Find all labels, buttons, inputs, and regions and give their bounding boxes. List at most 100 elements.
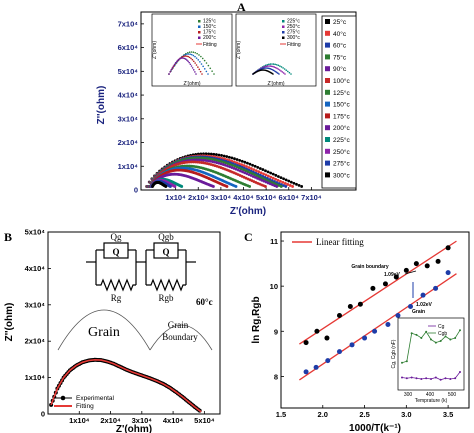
a-inset-point — [194, 62, 196, 64]
a-ytick-label: 1x10⁴ — [118, 162, 139, 171]
panel-a-x-ticks: 1x10⁴ 2x10⁴ 3x10⁴ 4x10⁴ 5x10⁴ 6x10⁴ 7x10⁴ — [165, 187, 322, 202]
b-xtick-label: 1x10⁴ — [69, 416, 90, 425]
grain-region-label: Grain — [88, 325, 120, 340]
a-legend-marker — [325, 66, 330, 72]
a-xtick-label: 2x10⁴ — [188, 193, 209, 202]
a-point — [261, 168, 265, 171]
c-point — [324, 335, 330, 341]
panel-a: A Z'(ohm) Z''(ohm) 01x10⁴2x10⁴3x10⁴4x10⁴… — [96, 0, 357, 217]
a-point — [235, 165, 239, 169]
c-point — [303, 340, 309, 346]
a-inset-point — [199, 70, 202, 73]
a-inset-legend-label: 225°c — [287, 19, 300, 25]
annotation-grain: Grain — [412, 309, 425, 315]
a-point — [230, 166, 234, 169]
panel-c-label: C — [244, 230, 253, 244]
a-point — [276, 178, 280, 182]
a-inset-legend-label: 125°c — [203, 19, 216, 25]
a-inset-point — [186, 53, 188, 55]
a-point — [273, 182, 277, 186]
c-point — [325, 358, 331, 364]
a-inset-point — [190, 53, 193, 56]
b-xtick-label: 4x10⁴ — [163, 416, 184, 425]
a-inset-point — [174, 61, 177, 64]
a-ytick-label: 3x10⁴ — [118, 114, 139, 123]
a-point — [262, 179, 266, 183]
circuit-q-grain-symbol: Q — [112, 247, 119, 257]
a-inset-point — [209, 67, 212, 70]
a-point — [253, 176, 257, 179]
a-point — [215, 161, 219, 165]
grain-arc — [57, 309, 151, 351]
c-inset-cgb-point — [410, 332, 413, 335]
a-inset-point — [183, 55, 185, 57]
a-point — [266, 181, 270, 185]
a-point — [258, 177, 262, 181]
a-point — [164, 185, 168, 188]
a-point — [279, 176, 283, 180]
a-point — [264, 180, 268, 184]
c-point — [347, 303, 353, 309]
a-point — [249, 174, 253, 177]
a-point — [219, 162, 223, 166]
a-point — [271, 176, 275, 180]
a-point — [283, 182, 287, 185]
a-xtick-label: 7x10⁴ — [301, 193, 322, 202]
panel-b-label: B — [4, 230, 12, 244]
c-inset-cg-point — [425, 377, 428, 380]
equivalent-circuit — [86, 242, 196, 292]
c-inset-cgb-point — [430, 338, 432, 341]
a-inset-point — [187, 53, 190, 55]
a-point — [297, 183, 301, 187]
panel-b-ylabel: Z''(ohm) — [4, 303, 15, 342]
a-legend-label: 300°c — [333, 171, 350, 179]
a-point — [286, 183, 290, 186]
a-inset-point — [272, 73, 274, 75]
a-point — [248, 162, 252, 166]
a-point — [268, 182, 272, 186]
a-inset-point — [194, 51, 197, 54]
a-point — [232, 166, 236, 170]
a-legend-marker — [325, 101, 330, 107]
a-legend-marker — [325, 30, 330, 36]
a-point — [235, 158, 239, 161]
panel-a-y-ticks: 0 1x10⁴ 2x10⁴ 3x10⁴ 4x10⁴ 5x10⁴ 6x10⁴ 7x10⁴ — [118, 19, 144, 195]
c-point — [303, 369, 309, 375]
c-inset-cgb-point — [425, 330, 428, 333]
a-inset-point — [202, 65, 204, 68]
panel-c-plot-frame — [280, 231, 470, 409]
c-inset-cgb-point — [405, 360, 408, 363]
a-legend-label: 90°c — [333, 65, 347, 73]
a-inset-legend-marker — [282, 20, 285, 23]
a-inset-point — [287, 70, 289, 73]
a-inset-point — [187, 60, 189, 63]
a-inset-point — [184, 55, 187, 57]
c-inset-cgb-point — [439, 340, 442, 343]
a-inset-point — [201, 73, 203, 75]
panel-a-legend: 25°c 40°c 60°c 75°c 90°c 100°c 125°c 150°c 175°c… — [325, 18, 350, 179]
a-point — [279, 179, 282, 183]
a-point — [276, 175, 280, 178]
c-inset-xtick-label: 400 — [426, 392, 435, 398]
a-legend-marker — [325, 113, 330, 119]
a-inset-point — [211, 70, 213, 72]
c-inset-cg-point — [444, 377, 447, 380]
a-inset-legend-label: 175°c — [203, 30, 216, 36]
a-inset-point — [279, 65, 281, 67]
a-point — [173, 185, 177, 188]
a-legend-label: 200°c — [333, 124, 350, 132]
a-inset-point — [197, 59, 200, 61]
c-fit-line — [299, 240, 457, 345]
b-fitting-line — [50, 358, 202, 413]
a-point — [240, 163, 244, 167]
a-point — [226, 162, 230, 166]
a-point — [206, 159, 210, 163]
a-point — [238, 158, 242, 162]
a-point — [275, 185, 279, 188]
a-point — [266, 170, 270, 174]
panel-c-x-ticks: 1.5 2.0 2.5 3.0 3.5 — [276, 405, 453, 419]
a-inset-point — [273, 66, 276, 68]
circuit-qg-label: Qg — [111, 232, 122, 242]
a-point — [274, 177, 278, 181]
a-inset-point — [207, 73, 209, 75]
